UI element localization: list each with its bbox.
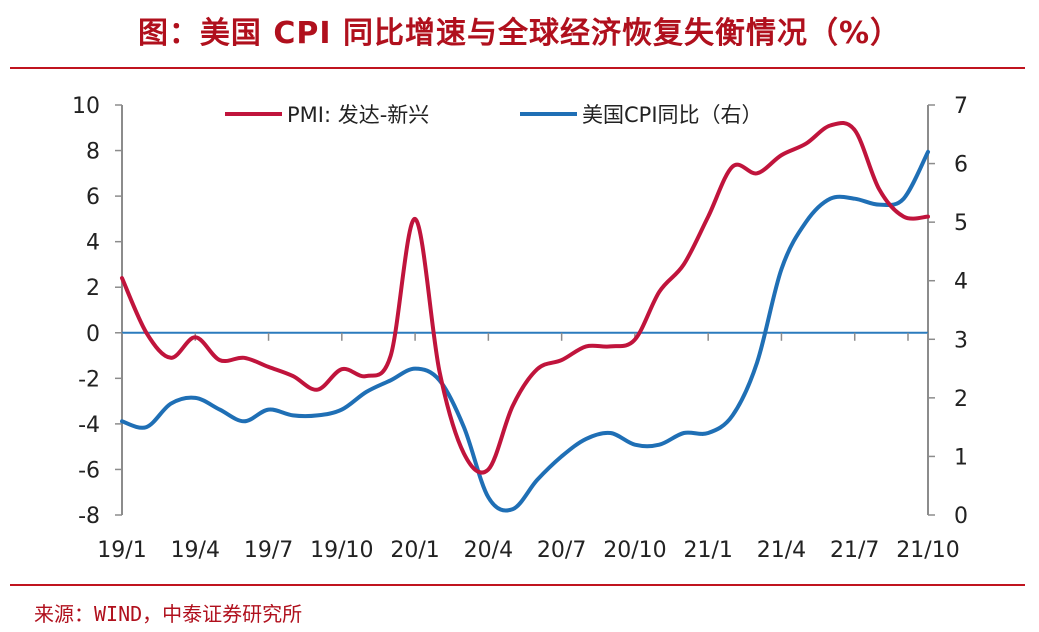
left-tick-label: 8 [86,140,100,165]
right-tick-label: 3 [954,328,968,353]
right-tick-label: 0 [954,504,968,529]
x-tick-label: 21/10 [896,538,959,563]
right-tick-label: 5 [954,211,968,236]
x-tick-label: 21/4 [757,538,806,563]
x-tick-label: 21/1 [683,538,732,563]
left-tick-label: 4 [86,231,100,256]
left-tick-label: -4 [78,413,100,438]
x-tick-label: 19/10 [310,538,373,563]
legend-label-cpi: 美国CPI同比（右） [582,103,763,127]
x-tick-label: 19/7 [244,538,293,563]
legend-label-pmi: PMI: 发达-新兴 [287,103,429,127]
right-tick-label: 2 [954,387,968,412]
title-rule [10,67,1025,69]
x-tick-label: 21/7 [830,538,879,563]
chart-title: 图：美国 CPI 同比增速与全球经济恢复失衡情况（%） [137,16,902,51]
footer-rule [10,584,1025,586]
x-tick-label: 20/4 [464,538,513,563]
x-tick-label: 19/1 [97,538,146,563]
x-tick-label: 20/7 [537,538,586,563]
x-tick-label: 20/1 [390,538,439,563]
left-tick-label: 10 [72,94,100,119]
source-note: 来源：WIND，中泰证券研究所 [34,602,303,626]
right-tick-label: 7 [954,94,968,119]
line-chart: -8 -6 -4 -2 0 2 4 6 8 10 0 1 2 3 4 5 6 7 19/1 19/4 19/7 19/10… [72,94,968,563]
cpi-series-line [120,149,930,513]
x-tick-label: 19/4 [171,538,220,563]
left-tick-label: -6 [78,458,100,483]
left-tick-label: 6 [86,185,100,210]
left-tick-label: 0 [86,322,100,347]
x-tick-label: 20/10 [603,538,666,563]
right-tick-label: 1 [954,445,968,470]
left-tick-label: -2 [78,367,100,392]
left-tick-label: -8 [78,504,100,529]
right-tick-label: 6 [954,153,968,178]
left-tick-label: 2 [86,276,100,301]
pmi-series-line [120,120,930,475]
right-tick-label: 4 [954,270,968,295]
